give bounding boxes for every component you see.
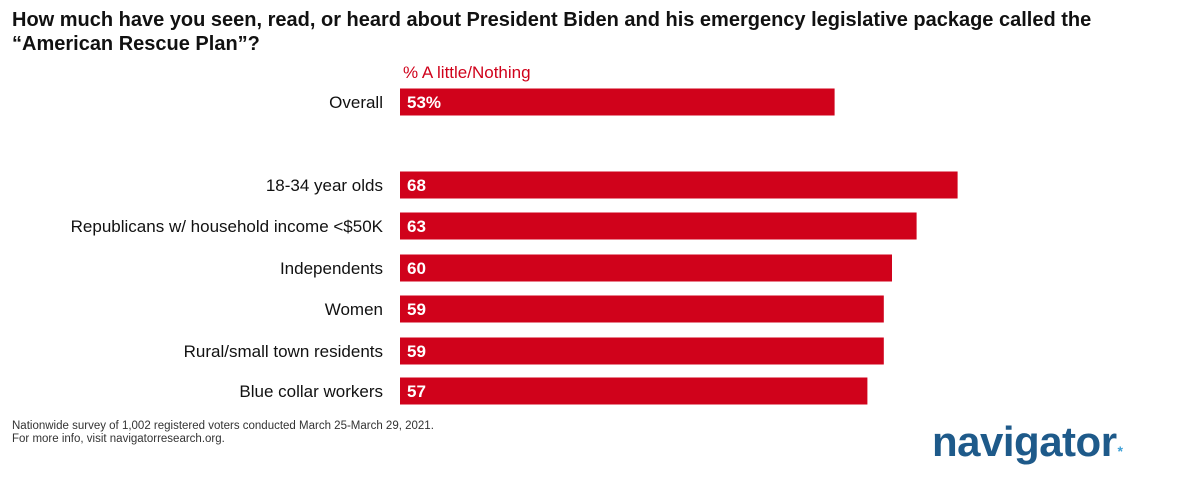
logo-star-icon: * [1117, 443, 1123, 459]
navigator-logo: navigator* [932, 418, 1123, 466]
bar [400, 295, 884, 323]
bar [400, 212, 917, 240]
bar-value-label: 68 [407, 176, 426, 195]
logo-text: navigator [932, 418, 1117, 465]
bar [400, 171, 958, 199]
bar-value-label: 57 [407, 382, 426, 401]
series-label: % A little/Nothing [403, 63, 531, 82]
chart-title: How much have you seen, read, or heard a… [12, 9, 1092, 55]
footnote-line-1: Nationwide survey of 1,002 registered vo… [12, 420, 434, 432]
bar-value-label: 53% [407, 93, 441, 112]
bar [400, 254, 892, 282]
category-label: Republicans w/ household income <$50K [71, 217, 384, 236]
category-label: Overall [329, 93, 383, 112]
bar-value-label: 59 [407, 342, 426, 361]
bar [400, 88, 835, 116]
bar [400, 377, 868, 405]
bar [400, 337, 884, 365]
category-label: Independents [280, 259, 383, 278]
bar-value-label: 60 [407, 259, 426, 278]
category-label: Blue collar workers [239, 382, 383, 401]
category-label: Rural/small town residents [184, 342, 383, 361]
footnote-line-2: For more info, visit navigatorresearch.o… [12, 433, 225, 445]
footnote: Nationwide survey of 1,002 registered vo… [12, 420, 434, 446]
category-label: 18-34 year olds [266, 176, 383, 195]
bar-value-label: 63 [407, 217, 426, 236]
bar-value-label: 59 [407, 300, 426, 319]
category-label: Women [325, 300, 383, 319]
